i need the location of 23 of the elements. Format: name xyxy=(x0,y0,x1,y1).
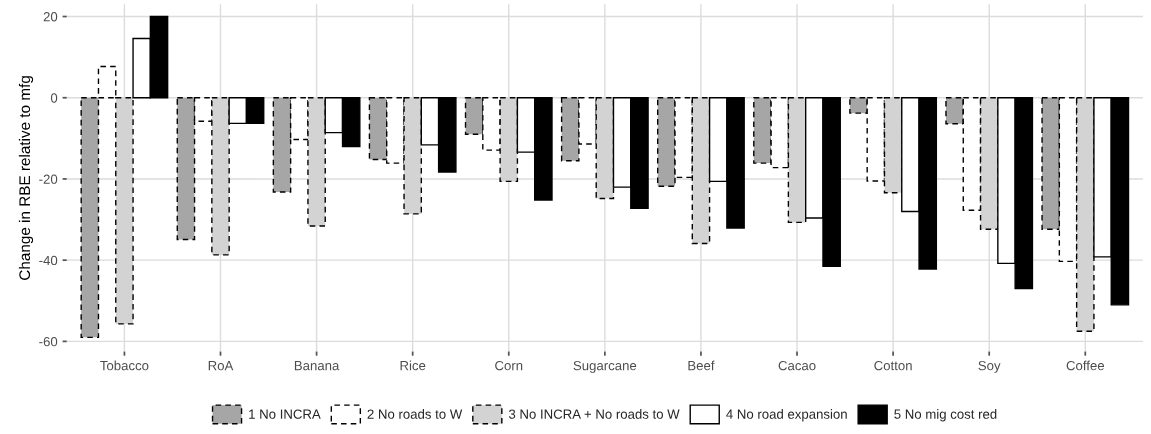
y-tick-label: 0 xyxy=(50,93,58,103)
x-tick-label: Corn xyxy=(495,360,523,371)
x-tick-label: Sugarcane xyxy=(573,360,637,373)
y-tick-label: -40 xyxy=(39,255,58,266)
x-tick-label: Cacao xyxy=(778,360,816,371)
x-tick-label: Soy xyxy=(978,360,1001,373)
x-tick-label: Rice xyxy=(400,360,426,371)
x-tick-label: RoA xyxy=(208,361,234,371)
x-tick-label: Banana xyxy=(294,361,340,371)
x-tick-label: Cotton xyxy=(874,360,912,371)
y-axis-title: Change in RBE relative to mfg xyxy=(18,76,34,280)
y-tick-label: -60 xyxy=(39,336,58,347)
x-tick-label: Beef xyxy=(688,360,715,371)
x-tick-label: Tobacco xyxy=(100,360,149,371)
y-tick-label: -20 xyxy=(39,174,58,184)
x-tick-label: Coffee xyxy=(1066,360,1105,371)
legend-label: 3 No INCRA + No roads to W xyxy=(508,409,680,419)
legend-label: 4 No road expansion xyxy=(726,409,847,422)
bar xyxy=(80,97,100,339)
legend-label: 1 No INCRA xyxy=(249,409,321,419)
legend-label: 2 No roads to W xyxy=(367,409,463,419)
legend-label: 5 No mig cost red xyxy=(894,409,997,422)
y-tick-label: 20 xyxy=(43,12,58,22)
